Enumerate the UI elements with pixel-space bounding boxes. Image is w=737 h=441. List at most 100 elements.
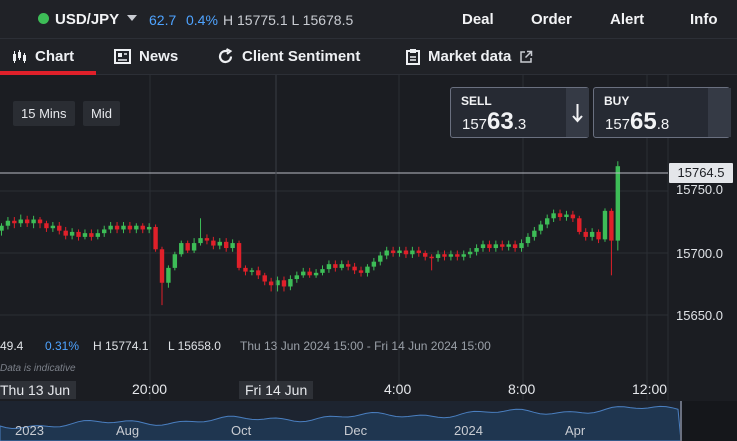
candle-body (185, 243, 190, 251)
candle-body (102, 229, 107, 234)
candle-body (564, 214, 569, 218)
tab-chart[interactable]: Chart (12, 48, 74, 65)
candle-body (95, 233, 100, 237)
alert-button[interactable]: Alert (610, 11, 645, 28)
candle-body (455, 254, 460, 257)
indicative-note: Data is indicative (0, 363, 76, 374)
candle-body (12, 220, 17, 224)
candle-body (191, 243, 197, 251)
navigator-tick-label: 2024 (454, 423, 483, 438)
tab-client-sentiment[interactable]: Client Sentiment (217, 48, 360, 65)
candle-body (371, 261, 377, 267)
candle-body (365, 266, 370, 273)
sell-price: 15763.3 (462, 108, 526, 136)
candle-body (121, 225, 126, 230)
candle-body (159, 249, 165, 283)
candle-body (307, 271, 312, 276)
candle-body (44, 223, 49, 229)
time-tick-label: 20:00 (132, 381, 168, 397)
candle-body (333, 264, 338, 268)
tab-news[interactable]: News (114, 48, 178, 65)
info-button[interactable]: Info (690, 11, 718, 28)
range-dates: Thu 13 Jun 2024 15:00 - Fri 14 Jun 2024 … (240, 339, 491, 353)
candle-body (249, 270, 255, 272)
sell-direction (566, 88, 589, 137)
candle-body (352, 266, 357, 271)
price-tick-label: 15650.0 (676, 308, 723, 323)
sell-button[interactable]: SELL 15763.3 (450, 87, 589, 138)
buy-price-pips: 65 (630, 108, 657, 135)
candle-body (390, 250, 396, 253)
candle-body (63, 230, 68, 236)
instrument-header: USD/JPY 62.7 0.4% H 15775.1 L 15678.5 De… (0, 0, 737, 39)
candle-body (217, 241, 222, 246)
candle-body (467, 251, 473, 255)
candle-body (557, 213, 563, 218)
time-tick-label: 8:00 (508, 381, 536, 397)
candle-body (532, 230, 537, 237)
candle-body (172, 254, 178, 268)
range-change-percent: 0.31% (45, 339, 80, 353)
deal-button[interactable]: Deal (462, 11, 494, 28)
candle-body (487, 244, 492, 249)
candle-body (198, 238, 203, 244)
candle-body (442, 254, 447, 257)
candle-body (435, 254, 441, 258)
interval-select[interactable]: 15 Mins (13, 101, 75, 126)
candle-body (275, 280, 280, 286)
candle-body (551, 213, 556, 219)
candle-body (256, 270, 261, 276)
order-button[interactable]: Order (531, 11, 572, 28)
candle-body (230, 243, 235, 249)
buy-price-prefix: 157 (605, 116, 631, 133)
instrument-symbol[interactable]: USD/JPY (55, 11, 120, 28)
buy-button[interactable]: BUY 15765.8 (593, 87, 731, 138)
chevron-down-icon[interactable] (127, 15, 137, 21)
candle-body (294, 275, 300, 280)
candle-body (320, 269, 325, 273)
candle-body (166, 267, 171, 283)
candle-body (577, 218, 582, 232)
range-change: 49.4 (0, 339, 24, 353)
candle-body (538, 224, 543, 231)
candle-body (339, 264, 344, 268)
candle-body (609, 210, 614, 241)
candle-body (384, 250, 389, 256)
candle-body (24, 219, 30, 224)
price-tick-label: 15750.0 (676, 182, 723, 197)
candle-body (410, 250, 415, 255)
sell-label: SELL (461, 94, 492, 108)
candle-body (127, 225, 133, 230)
candle-body (602, 210, 608, 240)
candle-body (493, 244, 499, 249)
buy-label: BUY (604, 94, 630, 108)
navigator-tick-label: Aug (116, 423, 140, 438)
tab-chart-label: Chart (35, 48, 75, 65)
newspaper-icon (114, 49, 131, 64)
candle-body (179, 243, 184, 255)
candle-body (288, 279, 293, 287)
time-tick-label: 12:00 (632, 381, 668, 397)
time-tick-label: Thu 13 Jun (0, 381, 77, 399)
candle-body (146, 226, 152, 230)
candle-body (301, 271, 306, 276)
candle-body (82, 233, 88, 237)
range-high: H 15774.1 (93, 339, 149, 353)
tab-news-label: News (139, 48, 179, 65)
daily-change-percent: 0.4% (186, 12, 218, 28)
candles-icon (13, 49, 26, 63)
candle-body (545, 218, 550, 225)
price-type-select[interactable]: Mid (83, 101, 120, 126)
candle-body (461, 254, 466, 257)
candle-body (18, 219, 23, 224)
navigator-series (0, 401, 737, 441)
candle-body (345, 264, 351, 267)
candle-body (0, 225, 4, 231)
navigator-area (0, 405, 682, 441)
candle-body (243, 267, 248, 272)
candle-body (31, 219, 36, 224)
tab-market-data[interactable]: Market data (406, 48, 541, 65)
candle-body (134, 225, 139, 230)
price-tick-label: 15700.0 (676, 246, 723, 261)
